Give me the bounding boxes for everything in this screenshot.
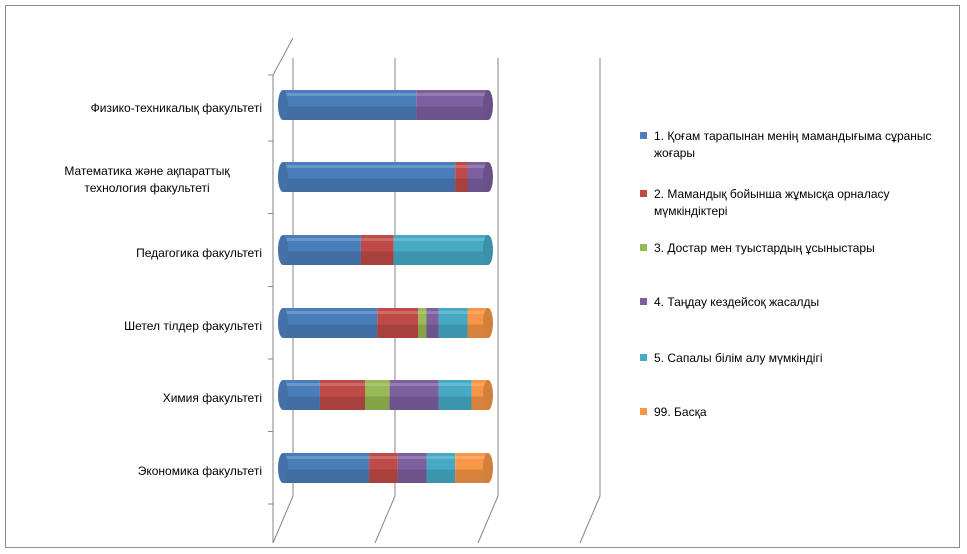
- bar-segment-shade: [283, 106, 417, 120]
- category-label: Математика және ақпараттық технология фа…: [64, 164, 230, 195]
- bar-segment-shade: [283, 178, 456, 192]
- bar-start-cap: [278, 453, 288, 483]
- bar-segment-shade: [397, 469, 427, 483]
- legend-swatch: [640, 408, 647, 415]
- bar-segment-highlight: [319, 383, 365, 386]
- bar-segment-highlight: [438, 383, 472, 386]
- bar-segment-shade: [393, 251, 488, 265]
- bar-segment-highlight: [397, 456, 427, 459]
- category-label: Шетел тілдер факультеті: [124, 318, 262, 333]
- legend-label: 5. Сапалы білім алу мүмкіндігі: [654, 351, 823, 365]
- bar-segment-highlight: [416, 93, 488, 96]
- bar-segment-shade: [438, 396, 472, 410]
- bar-segment-highlight: [365, 383, 390, 386]
- bar-end-cap: [483, 453, 493, 483]
- bar-segment-highlight: [283, 238, 361, 241]
- bar-segment-highlight: [377, 311, 419, 314]
- bar-segment-shade: [416, 106, 488, 120]
- bar-segment-highlight: [467, 165, 488, 168]
- bar-end-cap: [483, 308, 493, 338]
- bar-segment-highlight: [426, 456, 456, 459]
- bar-segment-highlight: [393, 238, 488, 241]
- legend-label: 1. Қоғам тарапынан менің мамандығыма сұр…: [654, 129, 932, 160]
- category-label: Химия факультеті: [162, 390, 262, 405]
- bar-segment-shade: [455, 469, 488, 483]
- bar-segment: [418, 308, 427, 338]
- legend-swatch: [640, 244, 647, 251]
- bar-segment-highlight: [283, 383, 320, 386]
- bar-segment-shade: [467, 178, 488, 192]
- legend-label: 2. Мамандық бойынша жұмысқа орналасу мүм…: [654, 187, 890, 218]
- bar-segment-shade: [467, 324, 488, 338]
- bar-segment-highlight: [467, 311, 488, 314]
- legend-swatch: [640, 190, 647, 197]
- legend-swatch: [640, 298, 647, 305]
- legend-label: 4. Таңдау кездейсоқ жасалды: [654, 295, 820, 309]
- bar-segment-highlight: [369, 456, 398, 459]
- bar-segment-highlight: [455, 456, 488, 459]
- bar-segment-shade: [455, 178, 468, 192]
- bar-segment-shade: [319, 396, 365, 410]
- bar-segment-highlight: [283, 165, 456, 168]
- legend-label: 99. Басқа: [654, 405, 707, 419]
- category-label: Физико-техникалық факультеті: [90, 100, 262, 115]
- legend-swatch: [640, 132, 647, 139]
- bar-segment-shade: [283, 324, 378, 338]
- category-label: Педагогика факультеті: [136, 245, 262, 260]
- bar-segment-shade: [283, 251, 361, 265]
- bar-segment-highlight: [283, 456, 370, 459]
- bar-end-cap: [483, 162, 493, 192]
- bar-segment-shade: [283, 469, 370, 483]
- legend-swatch: [640, 354, 647, 361]
- bar-segment-highlight: [438, 311, 468, 314]
- bar-segment-shade: [283, 396, 320, 410]
- bar-end-cap: [483, 90, 493, 120]
- chart-grid: [268, 37, 601, 544]
- bar-segment-highlight: [426, 311, 439, 314]
- bar-segment-shade: [365, 396, 390, 410]
- gridline-floor-1: [374, 495, 396, 544]
- gridline-floor-3: [579, 495, 601, 544]
- bar-segment-highlight: [418, 311, 427, 314]
- bar-segment-shade: [377, 324, 419, 338]
- bar-segment-highlight: [471, 383, 488, 386]
- bar-start-cap: [278, 380, 288, 410]
- bar-segment-shade: [360, 251, 394, 265]
- bar-segment-highlight: [283, 311, 378, 314]
- category-label: Экономика факультеті: [137, 463, 262, 478]
- legend-label: 3. Достар мен туыстардың ұсыныстары: [654, 241, 875, 255]
- axis-y-top: [272, 37, 294, 76]
- bar-segment-shade: [389, 396, 439, 410]
- bar-segment-highlight: [360, 238, 394, 241]
- bar-start-cap: [278, 162, 288, 192]
- bar-start-cap: [278, 235, 288, 265]
- bar-segment-highlight: [389, 383, 439, 386]
- bar-start-cap: [278, 90, 288, 120]
- bar-segment-highlight: [283, 93, 417, 96]
- gridline-floor-0: [272, 495, 294, 544]
- bar-segment-shade: [369, 469, 398, 483]
- bar-segment-highlight: [455, 165, 468, 168]
- bar-start-cap: [278, 308, 288, 338]
- bar-segment-shade: [426, 324, 439, 338]
- bar-end-cap: [483, 235, 493, 265]
- chart-bars: [278, 90, 493, 483]
- bar-segment-shade: [426, 469, 456, 483]
- gridline-floor-2: [477, 495, 499, 544]
- bar-segment-shade: [418, 324, 427, 338]
- bar-end-cap: [483, 380, 493, 410]
- bar-segment-shade: [438, 324, 468, 338]
